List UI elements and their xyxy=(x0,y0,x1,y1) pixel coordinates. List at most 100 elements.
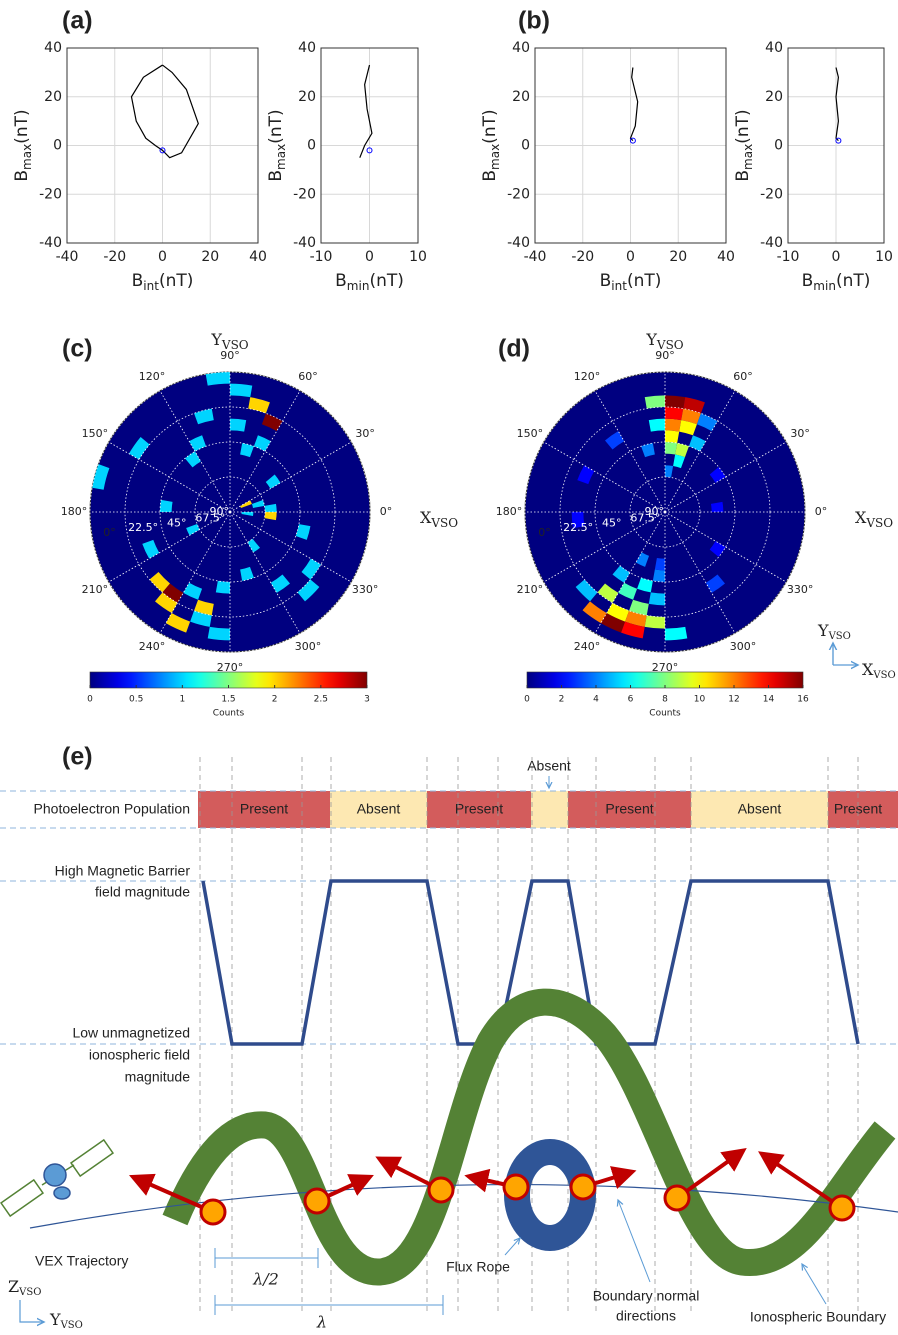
polar-title-part: Y xyxy=(210,330,222,349)
satellite xyxy=(0,1138,115,1218)
bracket xyxy=(214,1295,444,1315)
angular-tick-label: 210° xyxy=(82,583,109,596)
marker xyxy=(835,137,842,144)
x-tick-label: 0 xyxy=(365,249,374,265)
x-tick-label: 20 xyxy=(669,249,687,265)
heat-cell xyxy=(665,442,678,455)
boundary-wave xyxy=(162,988,896,1286)
heat-cell xyxy=(665,626,688,641)
state-box xyxy=(568,791,691,828)
heat-cell xyxy=(241,512,254,517)
x-tick-label: -10 xyxy=(777,249,800,265)
y-axis-label: Bmax(nT) xyxy=(480,109,502,181)
crossing-point xyxy=(502,1173,530,1201)
heat-cell xyxy=(230,418,247,432)
panel-label: (d) xyxy=(498,335,530,363)
y-tick-label: 20 xyxy=(512,89,530,105)
y-axis-label-part: (nT) xyxy=(266,109,286,143)
y-axis-label-part: max xyxy=(488,144,502,170)
polar-title-part: VSO xyxy=(221,338,249,352)
colorbar-tick-label: 0.5 xyxy=(129,695,143,705)
colorbar-tick-label: 8 xyxy=(662,695,668,705)
heat-cell xyxy=(709,541,726,557)
angular-tick-label: 300° xyxy=(295,640,322,653)
y-tick-label: 40 xyxy=(512,40,530,56)
heat-cell xyxy=(295,524,311,540)
y-axis-label-part: B xyxy=(480,170,500,182)
row-label: Low unmagnetized xyxy=(72,1025,190,1041)
inset-y-label: YVSO xyxy=(817,621,851,642)
y-tick-label: 0 xyxy=(774,138,783,154)
heat-cell xyxy=(215,580,230,594)
heat-cell xyxy=(247,538,260,553)
marker xyxy=(629,137,636,144)
angular-grid xyxy=(159,390,231,513)
angular-tick-label: 270° xyxy=(652,661,679,674)
colorbar-tick-label: 0 xyxy=(87,695,93,705)
radial-tick-label: 22.5° xyxy=(128,521,158,534)
polar-x-label-part: VSO xyxy=(430,516,458,530)
angular-tick-label: 30° xyxy=(355,427,375,440)
x-axis-label-part: B xyxy=(802,271,814,291)
heat-cell xyxy=(618,582,638,600)
heat-cell xyxy=(665,407,684,421)
angular-grid xyxy=(229,441,352,513)
inset-axes xyxy=(832,645,858,665)
angular-tick-label: 90° xyxy=(220,349,240,362)
x-axis-label: Bmin(nT) xyxy=(335,271,404,293)
heat-cell xyxy=(644,395,665,409)
angular-tick-label: 30° xyxy=(790,427,810,440)
angular-tick-label: 60° xyxy=(298,370,318,383)
heat-cell xyxy=(149,571,171,593)
crossing-point xyxy=(303,1187,331,1215)
colorbar-tick-label: 1 xyxy=(179,695,185,705)
polar-x-label: XVSO xyxy=(420,508,458,530)
marker xyxy=(366,147,373,154)
x-axis-label-part: (nT) xyxy=(159,271,193,291)
axis-y-label: YVSO xyxy=(49,1310,83,1331)
y-axis-label: Bmax(nT) xyxy=(266,109,288,181)
panel-label: (a) xyxy=(62,7,93,35)
state-box xyxy=(427,791,531,828)
y-axis-label-part: (nT) xyxy=(12,109,32,143)
x-tick-label: 40 xyxy=(249,249,267,265)
angular-tick-label: 120° xyxy=(574,370,601,383)
heat-cell xyxy=(605,431,625,450)
heat-cell xyxy=(571,512,585,529)
heat-cell xyxy=(629,599,649,616)
x-axis-label-part: (nT) xyxy=(627,271,661,291)
panel-e: Present Absent Present Present Absent Present… xyxy=(0,757,898,1332)
y-axis-label-part: B xyxy=(266,170,286,182)
angular-grid xyxy=(108,441,231,513)
y-tick-label: -40 xyxy=(760,235,783,251)
heat-cell xyxy=(597,583,619,603)
row-label: ionospheric field xyxy=(89,1047,190,1063)
axis-y-label-part: Y xyxy=(49,1310,61,1329)
y-tick-label: -20 xyxy=(760,186,783,202)
heat-cell xyxy=(265,474,281,489)
y-tick-label: 0 xyxy=(53,138,62,154)
heat-cell xyxy=(625,610,647,627)
colorbar-tick-label: 12 xyxy=(728,695,739,705)
heat-cell xyxy=(665,418,682,432)
polar-title: YVSO xyxy=(210,330,248,352)
colorbar-tick-label: 6 xyxy=(628,695,634,705)
radial-tick-label: 90° xyxy=(210,505,230,518)
bracket xyxy=(214,1248,319,1268)
row-label: magnitude xyxy=(125,1069,191,1085)
axis-y-label-part: VSO xyxy=(60,1320,83,1331)
state-box xyxy=(198,791,330,828)
panel-label: (b) xyxy=(518,7,550,35)
heat-cell xyxy=(654,557,665,571)
colorbar-tick-label: 14 xyxy=(763,695,775,705)
angular-grid xyxy=(543,511,666,583)
polar-title: YVSO xyxy=(645,330,683,352)
heat-cell xyxy=(264,512,277,521)
panel-label: (c) xyxy=(62,335,93,363)
angular-grid xyxy=(108,511,231,583)
heat-cell xyxy=(165,613,191,633)
radial-tick-label: 22.5° xyxy=(563,521,593,534)
y-tick-label: 40 xyxy=(44,40,62,56)
half-wavelength-label: λ/2 xyxy=(252,1270,279,1289)
polar-title-part: VSO xyxy=(656,338,684,352)
